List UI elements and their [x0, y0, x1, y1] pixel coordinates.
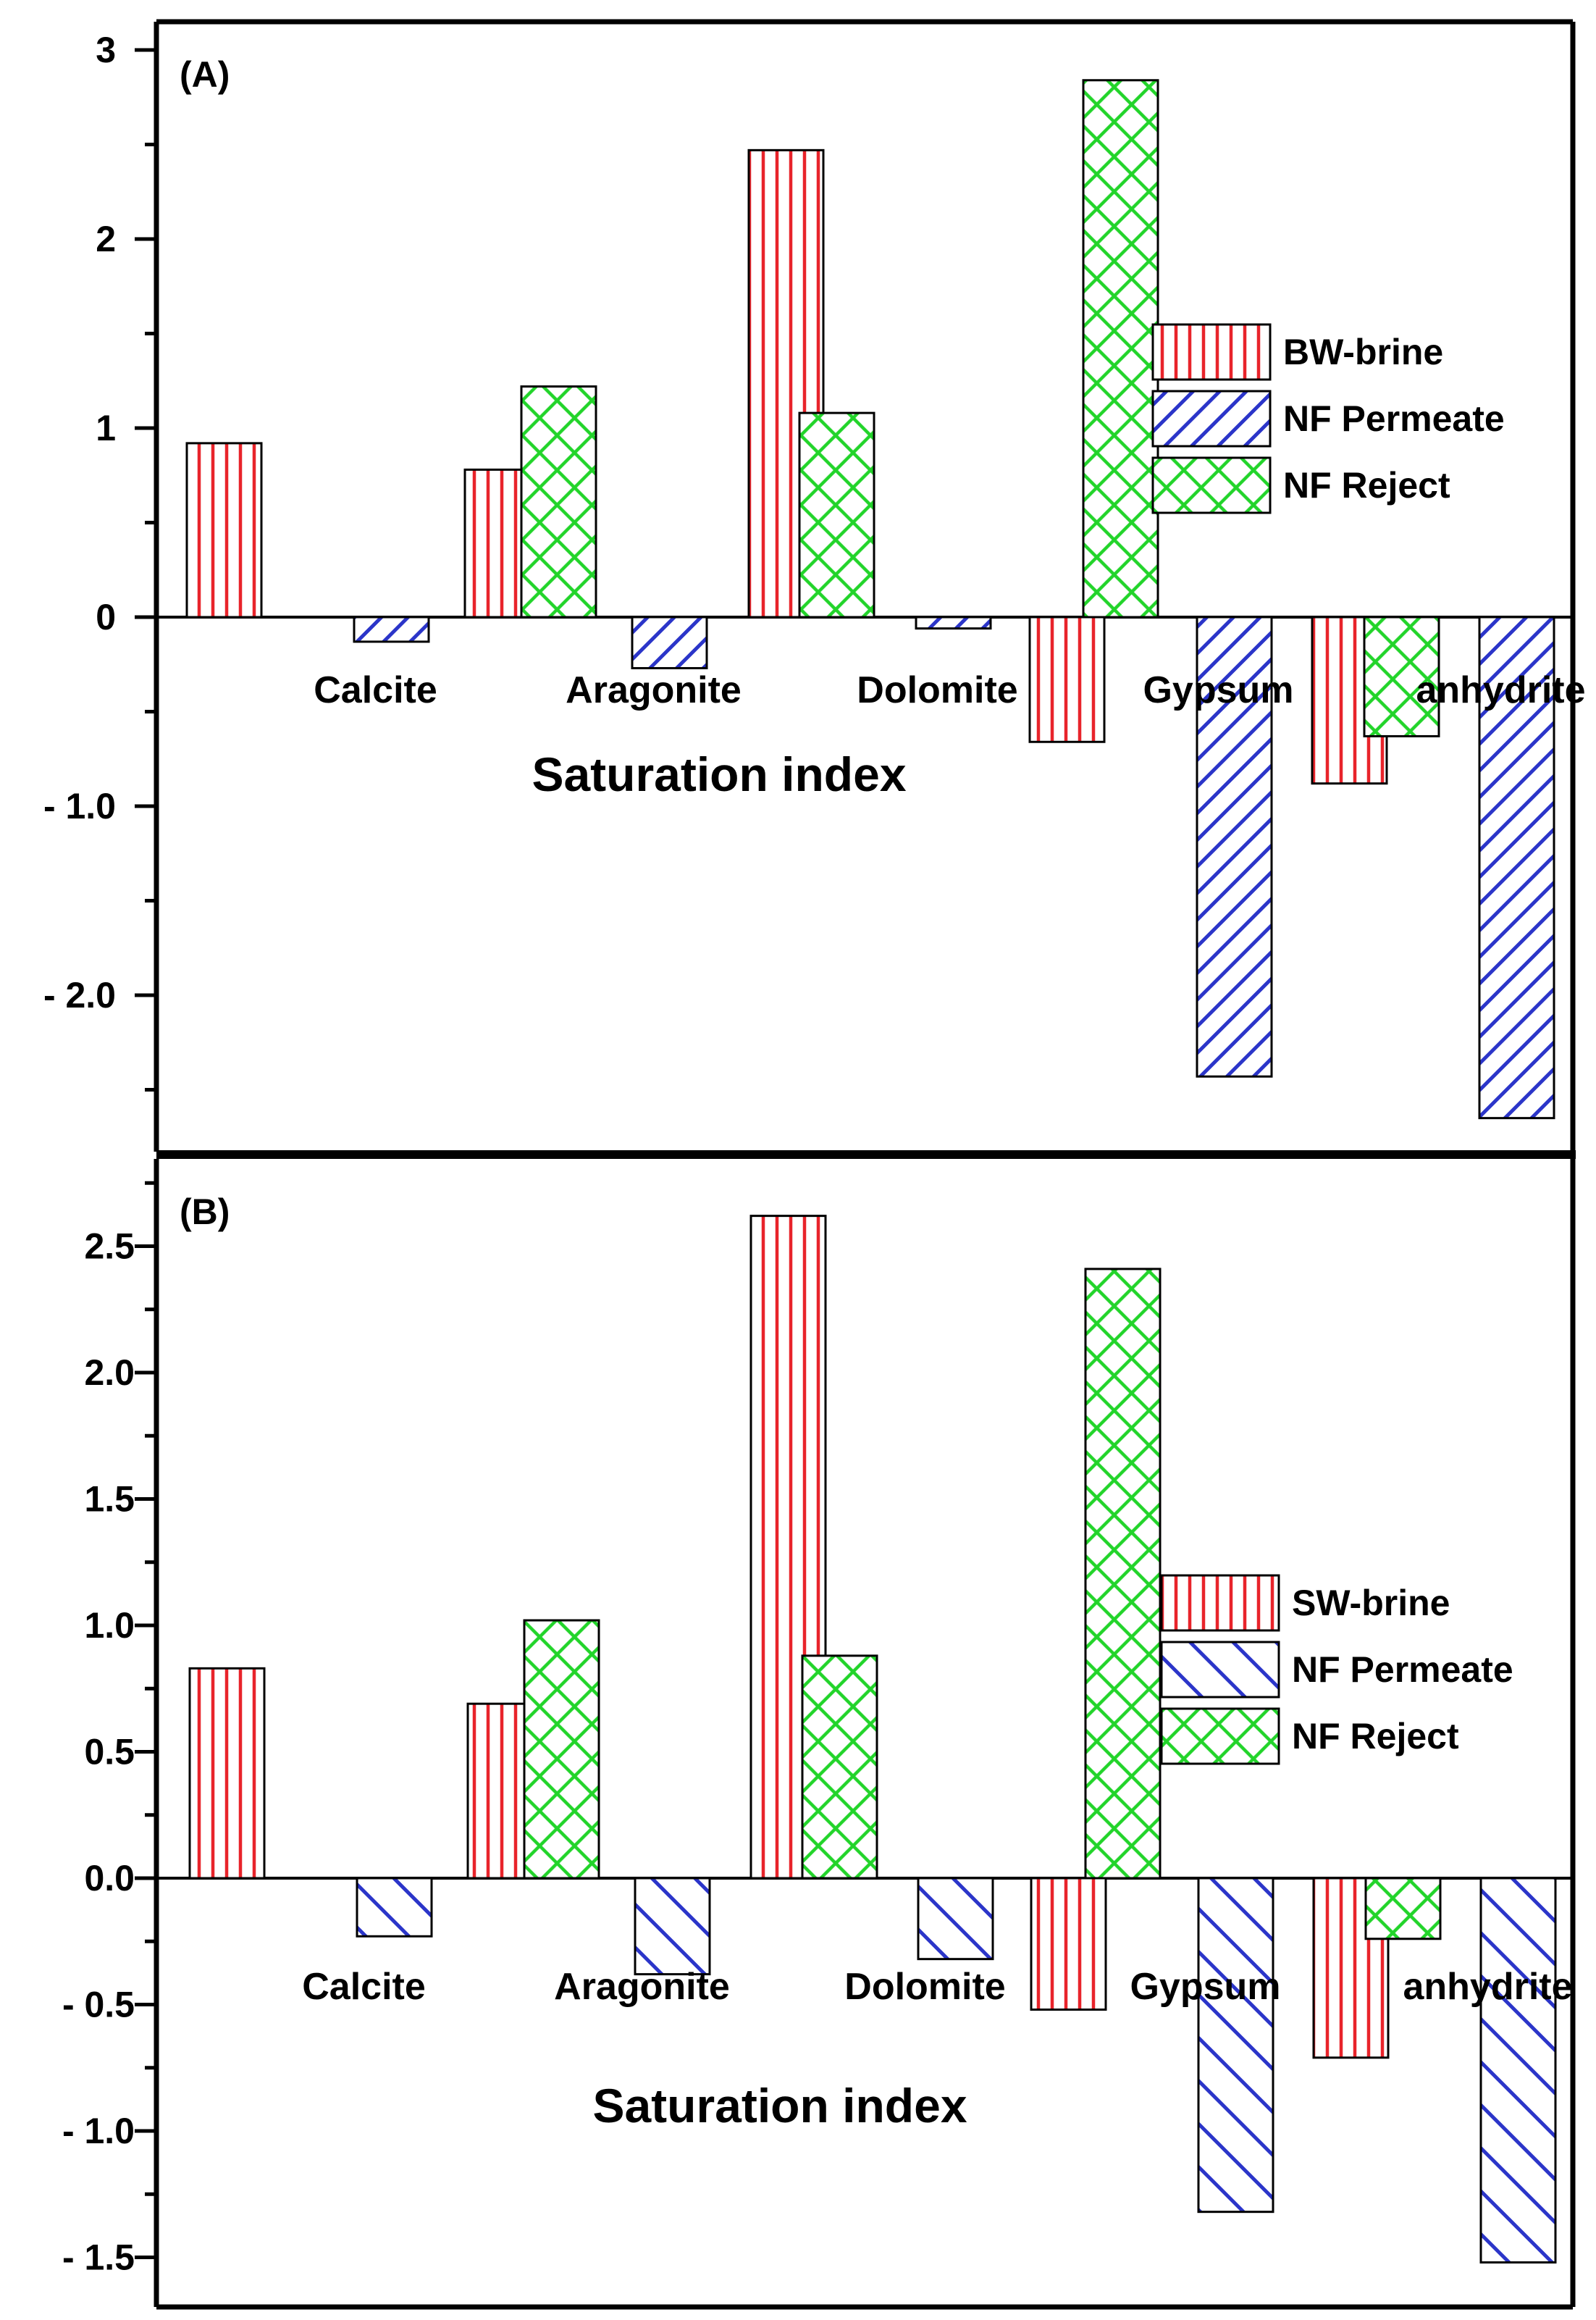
- y-tick-label: 2.5: [84, 1226, 135, 1267]
- y-tick-label: - 2.0: [43, 975, 116, 1015]
- bar-calcite-sw-brine: [188, 1667, 266, 1880]
- panel-label-b: (B): [180, 1192, 230, 1232]
- legend-label: BW-brine: [1283, 332, 1443, 372]
- bar-calcite-bw-brine: [185, 442, 263, 619]
- y-tick-label: 2.0: [84, 1352, 135, 1393]
- legend-swatch: [1160, 1707, 1280, 1765]
- legend-label: SW-brine: [1292, 1583, 1450, 1623]
- bar-gypsum-sw-brine: [1030, 1877, 1107, 2011]
- x-axis-title-b: Saturation index: [592, 2079, 967, 2132]
- legend-swatch: [1151, 456, 1272, 514]
- category-labels-a: Calcite Aragonite Dolomite Gypsum anhydrite: [314, 669, 1585, 711]
- bar-dolomite-nf-reject: [1082, 79, 1159, 619]
- bars-b: [188, 1215, 1557, 2264]
- bar-anhydrite-nf-permeate: [1478, 616, 1555, 1120]
- category-label: Calcite: [314, 669, 437, 711]
- bar-anhydrite-nf-permeate: [1479, 1877, 1557, 2264]
- y-tick-label: - 1.0: [62, 2111, 135, 2151]
- category-label: anhydrite: [1416, 669, 1585, 711]
- y-tick-label: 1.5: [84, 1479, 135, 1520]
- panel-label-a: (A): [180, 54, 230, 95]
- bar-gypsum-nf-reject: [1363, 616, 1440, 737]
- legend-label: NF Permeate: [1283, 398, 1505, 439]
- legend-swatch: [1151, 323, 1272, 381]
- category-label: Aragonite: [554, 1966, 730, 2008]
- bar-gypsum-nf-permeate: [1197, 1877, 1274, 2214]
- bar-dolomite-nf-permeate: [917, 1877, 994, 1961]
- bar-calcite-nf-reject: [523, 1619, 600, 1880]
- x-axis-title-a: Saturation index: [532, 747, 906, 801]
- panel-b: 2.5 2.0 1.5 1.0 0.5 0.0 - 0.5 - 1.0 - 1.5 Calcit…: [62, 1150, 1576, 2310]
- bar-aragonite-nf-permeate: [631, 616, 708, 669]
- bar-dolomite-nf-reject: [1084, 1268, 1162, 1880]
- category-label: Dolomite: [844, 1966, 1005, 2008]
- bar-aragonite-nf-permeate: [634, 1877, 711, 1976]
- y-tick-label: 1.0: [84, 1605, 135, 1646]
- legend-swatch: [1160, 1641, 1280, 1699]
- legend-b: SW-brine NF Permeate NF Reject: [1160, 1574, 1513, 1765]
- bar-calcite-nf-permeate: [353, 616, 430, 643]
- y-tick-label: 2: [96, 219, 116, 259]
- y-tick-label: 0.5: [84, 1732, 135, 1772]
- legend-label: NF Reject: [1292, 1716, 1459, 1756]
- legend-a: BW-brine NF Permeate NF Reject: [1151, 323, 1505, 514]
- legend-swatch: [1160, 1574, 1280, 1632]
- y-tick-label: - 0.5: [62, 1985, 135, 2025]
- category-label: anhydrite: [1403, 1966, 1572, 2008]
- category-label: Calcite: [302, 1966, 426, 2008]
- bar-calcite-nf-permeate: [356, 1877, 433, 1938]
- bars-a: [185, 79, 1555, 1120]
- panel-a: 3 2 1 0 - 1.0 - 2.0 Calcite Aragonite Dolomite G…: [43, 19, 1586, 1152]
- category-label: Dolomite: [857, 669, 1017, 711]
- y-tick-label: 1: [96, 408, 116, 448]
- category-labels-b: Calcite Aragonite Dolomite Gypsum anhydrite: [302, 1966, 1572, 2008]
- y-tick-label: 3: [96, 30, 116, 70]
- category-label: Gypsum: [1130, 1966, 1280, 2008]
- bar-aragonite-nf-reject: [798, 411, 875, 619]
- category-label: Gypsum: [1143, 669, 1293, 711]
- y-ticks-a: 3 2 1 0 - 1.0 - 2.0: [43, 30, 156, 1092]
- bar-gypsum-nf-permeate: [1196, 616, 1273, 1078]
- y-tick-label: 0: [96, 597, 116, 637]
- bar-gypsum-nf-reject: [1364, 1877, 1442, 1940]
- legend-label: NF Reject: [1283, 465, 1450, 506]
- bar-dolomite-nf-permeate: [915, 616, 992, 630]
- legend-label: NF Permeate: [1292, 1649, 1513, 1690]
- legend-swatch: [1151, 390, 1272, 448]
- y-tick-label: - 1.5: [62, 2237, 135, 2278]
- category-label: Aragonite: [566, 669, 742, 711]
- y-tick-label: - 1.0: [43, 786, 116, 826]
- y-tick-label: 0.0: [84, 1858, 135, 1898]
- bar-gypsum-bw-brine: [1028, 616, 1106, 743]
- y-ticks-b: 2.5 2.0 1.5 1.0 0.5 0.0 - 0.5 - 1.0 - 1.5: [62, 1181, 156, 2278]
- bar-calcite-nf-reject: [520, 385, 597, 619]
- bar-aragonite-nf-reject: [801, 1654, 878, 1880]
